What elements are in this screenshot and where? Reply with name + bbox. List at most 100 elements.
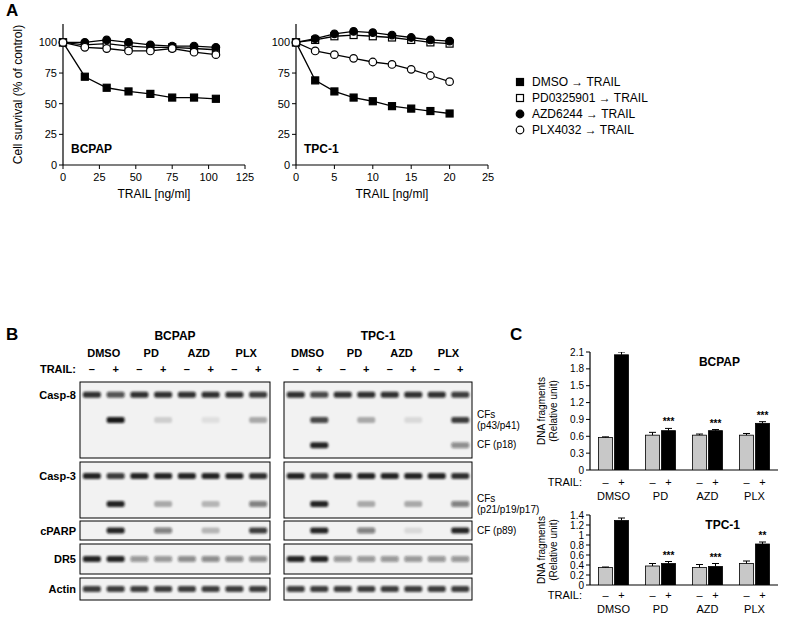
x-tick-label: 125 [236, 171, 254, 183]
y-tick [586, 525, 590, 526]
band [310, 528, 328, 534]
blot-membrane [80, 382, 270, 458]
band [107, 501, 125, 507]
band [451, 528, 469, 534]
bar [646, 566, 660, 585]
band [178, 586, 196, 592]
band [249, 501, 267, 507]
error-cap [649, 563, 656, 564]
band [202, 392, 220, 398]
treatment: AZD [390, 347, 413, 359]
x-tick [411, 165, 412, 169]
band [130, 556, 148, 562]
bar [756, 544, 770, 585]
error-bar [712, 564, 719, 567]
band [130, 586, 148, 592]
band [130, 473, 148, 479]
x-axis-label: TRAIL [ng/ml] [356, 187, 429, 201]
trail-sign: – [649, 589, 656, 601]
x-tick [372, 165, 373, 169]
trail-sign: + [255, 363, 261, 375]
marker [388, 31, 396, 39]
category-label: PD [653, 603, 668, 615]
marker [312, 77, 319, 84]
plot-area [599, 352, 770, 470]
band [130, 528, 148, 534]
y-tick [586, 419, 590, 420]
band [404, 392, 422, 398]
error-cap [759, 421, 766, 422]
band [404, 556, 422, 562]
y-tick-label: 1 [578, 530, 584, 541]
plot-area: DMSO → TRAILPD0325901 → TRAILAZD6244 → T… [59, 36, 219, 102]
band [310, 392, 328, 398]
trail-sign: – [231, 363, 237, 375]
treatment: AZD [187, 347, 210, 359]
y-tick-label: 25 [45, 128, 57, 140]
error-cap [618, 352, 625, 353]
band [404, 501, 422, 507]
band [287, 586, 305, 592]
marker [168, 45, 176, 53]
error-cap [618, 518, 625, 519]
band [178, 528, 196, 534]
trail-sign: – [184, 363, 190, 375]
band [381, 528, 399, 534]
category-label: DMSO [597, 490, 630, 502]
band [178, 417, 196, 423]
band [202, 442, 220, 448]
y-tick [59, 73, 63, 74]
error-cap [696, 564, 703, 565]
band [178, 392, 196, 398]
error-cap [712, 429, 719, 430]
band [249, 417, 267, 423]
marker [125, 39, 133, 47]
x-tick-label: 0 [293, 171, 299, 183]
cell-line: TPC-1 [361, 329, 396, 343]
band [287, 501, 305, 507]
y-tick-label: 75 [45, 67, 57, 79]
y-tick-label: 1.2 [570, 520, 584, 531]
band [107, 417, 125, 423]
band [357, 392, 375, 398]
trail-sign: – [136, 363, 142, 375]
series-line: PLX4032 → TRAIL [296, 42, 450, 81]
band [154, 442, 172, 448]
y-tick [586, 385, 590, 386]
y-tick-label: 2.1 [570, 347, 584, 358]
error-bar [743, 561, 750, 564]
x-tick-label: 15 [405, 171, 417, 183]
error-cap [712, 563, 719, 564]
figure: ABC02550751001250255075100TRAIL [ng/ml]C… [0, 0, 800, 637]
marker [147, 90, 154, 97]
error-bar [649, 432, 656, 435]
marker [125, 88, 132, 95]
y-tick-label: 100 [39, 36, 57, 48]
significance: *** [710, 552, 722, 563]
y-tick-label: 0 [51, 159, 57, 171]
significance: *** [710, 418, 722, 429]
marker [125, 47, 133, 55]
y-tick [586, 470, 590, 471]
marker [350, 28, 358, 36]
chart-title: BCPAP [699, 355, 740, 369]
band [334, 501, 352, 507]
trail-sign: – [743, 476, 750, 488]
x-tick [449, 165, 450, 169]
treatment: PLX [438, 347, 460, 359]
error-bar [665, 428, 672, 430]
x-axis-label: TRAIL: [548, 589, 582, 601]
band [202, 586, 220, 592]
y-tick-label: 0.6 [570, 550, 584, 561]
band [107, 556, 125, 562]
y-tick-label: 0.6 [570, 431, 584, 442]
band [404, 417, 422, 423]
y-tick [292, 103, 296, 104]
bar [662, 564, 676, 586]
trail-sign: + [665, 476, 671, 488]
x-axis [63, 164, 245, 165]
category-label: PLX [744, 490, 765, 502]
series-line: DMSO → TRAIL [296, 42, 450, 113]
band [249, 392, 267, 398]
band [428, 556, 446, 562]
